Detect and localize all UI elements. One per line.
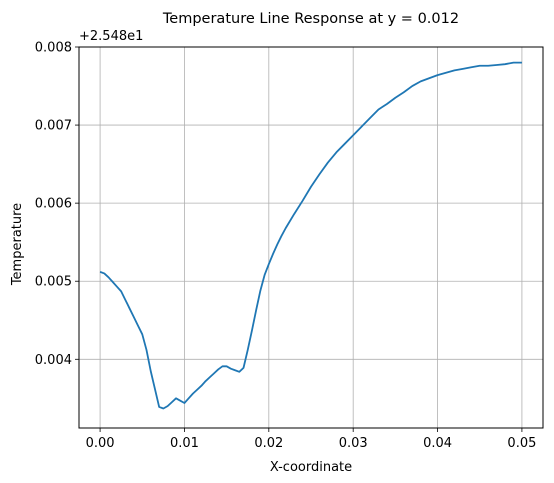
- y-tick-label: 0.005: [35, 275, 72, 290]
- x-tick-label: 0.04: [423, 436, 452, 451]
- chart-title: Temperature Line Response at y = 0.012: [162, 11, 459, 27]
- x-tick-label: 0.02: [254, 436, 283, 451]
- y-axis-title: Temperature: [10, 203, 25, 286]
- y-tick-label: 0.006: [35, 197, 72, 212]
- series-line: [99, 61, 522, 410]
- plot-frame: [78, 46, 544, 429]
- y-tick-label: 0.008: [35, 41, 72, 56]
- y-offset-label: +2.548e1: [79, 29, 143, 44]
- plot-line: [99, 61, 522, 410]
- y-tick-label: 0.007: [35, 119, 72, 134]
- x-tick-label: 0.01: [170, 436, 199, 451]
- x-tick-label: 0.03: [339, 436, 368, 451]
- x-tick-label: 0.05: [507, 436, 536, 451]
- x-ticks: 0.00 0.01 0.02 0.03 0.04 0.05: [86, 428, 536, 451]
- x-axis-title: X-coordinate: [270, 460, 352, 475]
- y-tick-label: 0.004: [35, 353, 72, 368]
- y-ticks: 0.004 0.005 0.006 0.007 0.008: [35, 41, 79, 368]
- x-tick-label: 0.00: [86, 436, 115, 451]
